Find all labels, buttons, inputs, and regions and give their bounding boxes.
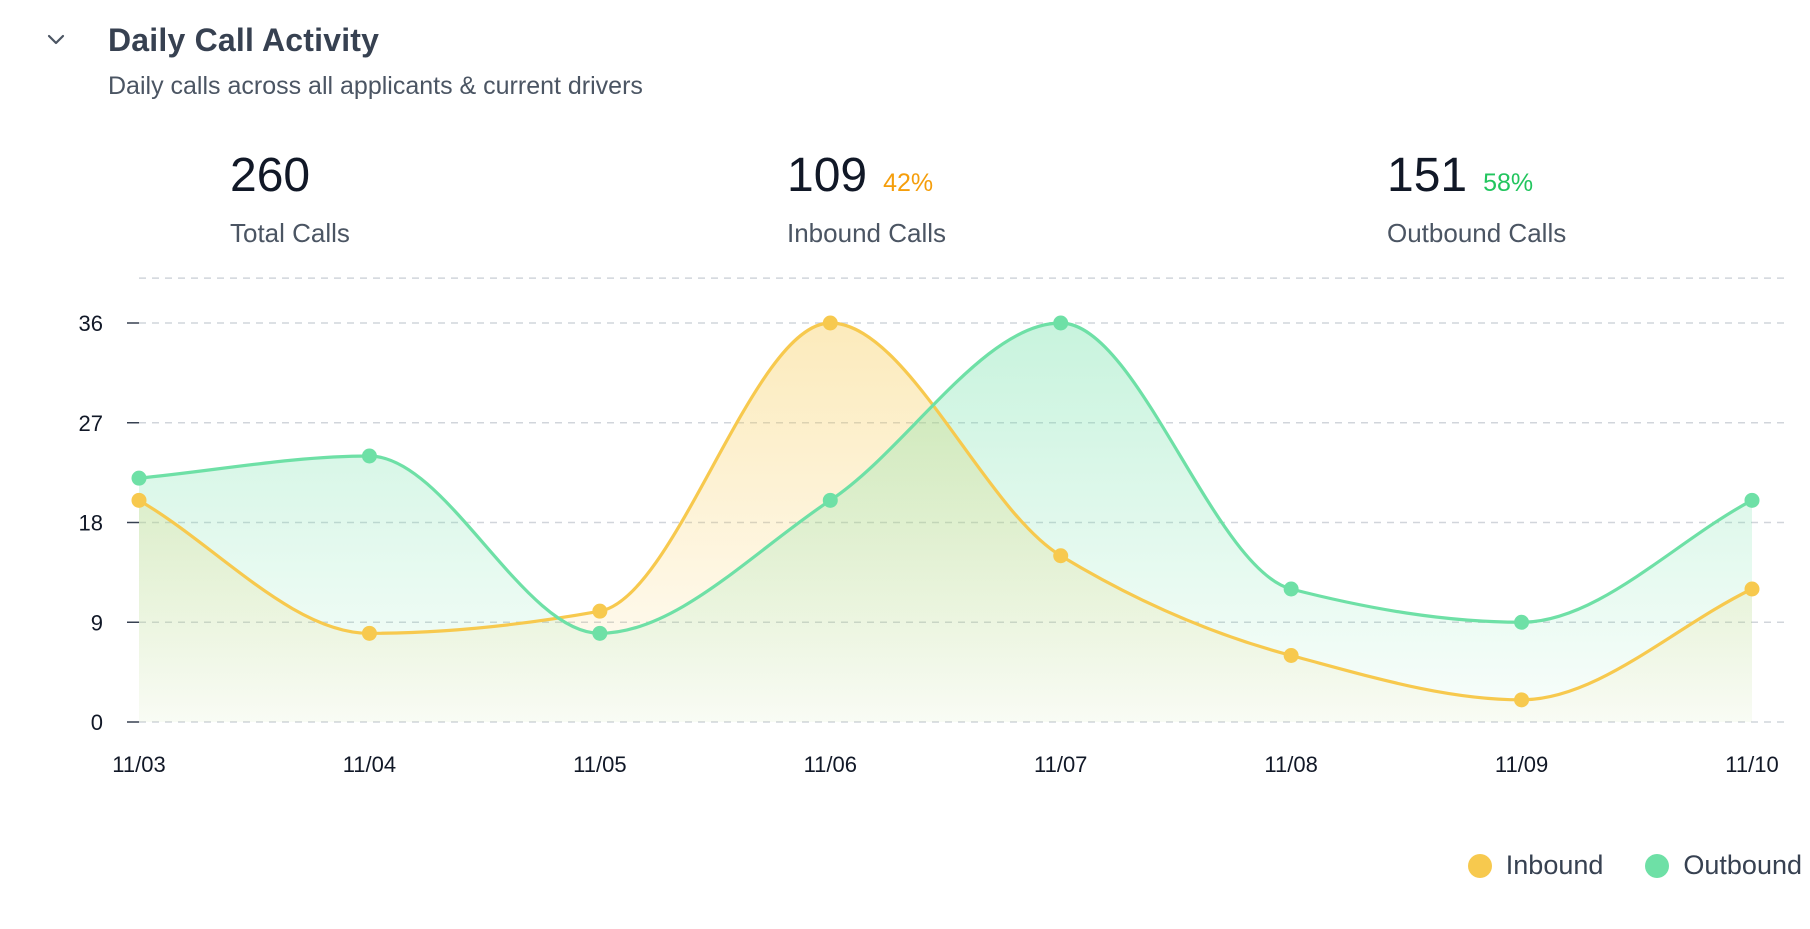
x-tick-label: 11/10 — [1725, 752, 1778, 777]
x-tick-label: 11/05 — [573, 752, 626, 777]
inbound-calls-percent: 42% — [883, 169, 934, 197]
outbound-calls-label: Outbound Calls — [1387, 218, 1567, 248]
stat-outbound-calls: 151 58% Outbound Calls — [1387, 152, 1566, 249]
outbound-area — [139, 323, 1752, 722]
stat-inbound-calls: 109 42% Inbound Calls — [787, 152, 946, 249]
outbound-calls-value: 151 — [1387, 149, 1468, 202]
inbound-point — [361, 625, 377, 641]
y-tick-label: 0 — [91, 710, 103, 735]
inbound-point — [1053, 548, 1069, 564]
inbound-point — [1283, 648, 1299, 663]
inbound-point — [1514, 692, 1530, 708]
outbound-calls-percent: 58% — [1483, 169, 1534, 197]
daily-call-chart: 0 9 18 27 36 11/03 11/04 11/05 11/06 11/07 11/08 11… — [79, 277, 1790, 777]
section-title: Daily Call Activity — [108, 22, 380, 58]
outbound-point — [1053, 315, 1069, 331]
outbound-dot-icon — [1645, 853, 1670, 878]
x-tick-label: 11/08 — [1264, 752, 1317, 777]
inbound-line — [137, 321, 1754, 702]
inbound-point — [131, 492, 147, 508]
outbound-line — [137, 321, 1754, 635]
x-tick-label: 11/07 — [1034, 752, 1087, 777]
outbound-point — [361, 448, 377, 464]
outbound-point — [1283, 581, 1299, 597]
inbound-point — [1744, 581, 1760, 597]
x-tick-label: 11/03 — [112, 752, 165, 777]
outbound-point — [592, 625, 608, 641]
inbound-point — [592, 603, 608, 619]
legend-item-inbound[interactable]: Inbound — [1467, 850, 1604, 881]
inbound-calls-label: Inbound Calls — [787, 218, 946, 248]
outbound-point — [822, 492, 838, 508]
y-tick-label: 18 — [79, 511, 103, 536]
total-calls-value: 260 — [230, 149, 311, 202]
legend-label-outbound: Outbound — [1683, 850, 1802, 880]
legend-label-inbound: Inbound — [1505, 850, 1604, 880]
x-tick-label: 11/04 — [343, 752, 396, 777]
stat-total-calls: 260 Total Calls — [230, 152, 350, 249]
outbound-point — [131, 470, 147, 486]
x-tick-label: 11/09 — [1495, 752, 1548, 777]
y-tick-label: 9 — [91, 610, 103, 635]
legend-item-outbound[interactable]: Outbound — [1645, 850, 1802, 881]
inbound-point — [822, 315, 838, 331]
total-calls-label: Total Calls — [230, 218, 350, 248]
chart-legend: Inbound Outbound — [1467, 850, 1802, 881]
x-tick-label: 11/06 — [804, 752, 857, 777]
y-tick-label: 27 — [79, 411, 103, 436]
inbound-dot-icon — [1467, 853, 1492, 878]
inbound-calls-value: 109 — [787, 149, 868, 202]
section-subtitle: Daily calls across all applicants & curr… — [108, 72, 643, 100]
y-tick-label: 36 — [79, 311, 103, 336]
chevron-down-icon — [47, 34, 65, 45]
collapse-toggle[interactable] — [44, 28, 68, 52]
outbound-point — [1744, 492, 1760, 508]
outbound-point — [1514, 614, 1530, 630]
